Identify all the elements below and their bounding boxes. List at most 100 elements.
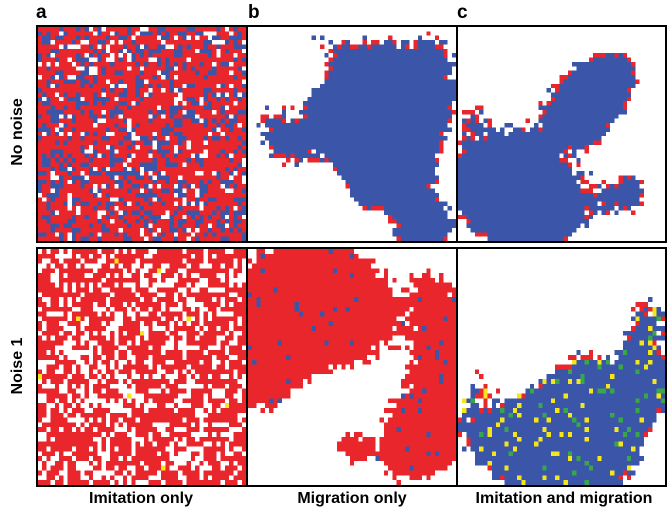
lattice-cell xyxy=(46,127,51,132)
lattice-cell xyxy=(487,219,492,224)
lattice-cell xyxy=(110,79,115,84)
lattice-cell xyxy=(504,227,509,233)
lattice-cell xyxy=(220,197,225,202)
lattice-cell xyxy=(97,149,102,154)
lattice-cell xyxy=(508,184,513,189)
lattice-cell xyxy=(207,61,213,67)
lattice-cell xyxy=(233,236,238,241)
lattice-cell xyxy=(122,258,128,264)
lattice-cell xyxy=(199,40,204,45)
lattice-cell xyxy=(341,70,346,76)
lattice-cell xyxy=(199,253,204,259)
lattice-cell xyxy=(237,287,242,293)
lattice-cell xyxy=(67,188,72,193)
lattice-cell xyxy=(54,66,60,71)
lattice-cell xyxy=(567,210,573,215)
lattice-cell xyxy=(118,184,123,189)
lattice-cell xyxy=(496,136,501,141)
lattice-cell xyxy=(614,66,619,71)
lattice-cell xyxy=(135,253,140,259)
lattice-cell xyxy=(93,127,98,132)
lattice-cell xyxy=(567,179,573,185)
lattice-cell xyxy=(88,192,94,198)
lattice-cell xyxy=(178,227,183,233)
lattice-cell xyxy=(383,162,389,167)
lattice-cell xyxy=(383,127,389,132)
lattice-cell xyxy=(207,83,213,89)
lattice-cell xyxy=(466,201,471,207)
lattice-cell xyxy=(114,127,119,132)
lattice-cell xyxy=(46,184,51,189)
lattice-cell xyxy=(241,232,246,237)
lattice-cell xyxy=(229,131,234,137)
lattice-cell xyxy=(349,92,355,97)
lattice-cell xyxy=(93,140,98,145)
lattice-cell xyxy=(383,44,389,49)
lattice-cell xyxy=(114,292,119,298)
lattice-cell xyxy=(216,136,221,141)
lattice-cell xyxy=(63,153,68,159)
lattice-cell xyxy=(563,158,568,163)
lattice-cell xyxy=(588,118,594,124)
lattice-cell xyxy=(84,219,89,224)
row-label-noise-1: Noise 1 xyxy=(9,337,26,395)
lattice-cell xyxy=(148,118,153,124)
lattice-cell xyxy=(521,232,526,237)
lattice-cell xyxy=(46,158,51,163)
lattice-cell xyxy=(388,188,393,193)
lattice-cell xyxy=(479,227,484,233)
lattice-cell xyxy=(332,123,338,128)
lattice-cell xyxy=(298,149,304,154)
lattice-cell xyxy=(409,175,414,180)
lattice-cell xyxy=(118,171,123,176)
lattice-cell xyxy=(405,192,410,198)
lattice-cell xyxy=(328,70,333,76)
lattice-cell xyxy=(496,223,501,228)
lattice-cell xyxy=(580,114,585,119)
lattice-cell xyxy=(101,88,106,93)
lattice-cell xyxy=(97,287,102,293)
lattice-cell xyxy=(508,149,513,154)
lattice-cell xyxy=(601,66,606,71)
lattice-cell xyxy=(491,162,497,167)
lattice-cell xyxy=(114,88,119,93)
lattice-cell xyxy=(388,158,393,163)
lattice-cell xyxy=(237,101,242,106)
lattice-cell xyxy=(588,127,594,132)
lattice-cell xyxy=(237,144,242,150)
lattice-cell xyxy=(59,66,64,71)
lattice-cell xyxy=(328,61,333,67)
lattice-cell xyxy=(576,96,581,102)
lattice-cell xyxy=(173,27,179,32)
lattice-cell xyxy=(413,101,418,106)
lattice-cell xyxy=(396,96,401,102)
lattice-cell xyxy=(63,27,68,32)
lattice-cell xyxy=(567,219,573,224)
lattice-cell xyxy=(413,57,418,62)
lattice-cell xyxy=(563,105,568,110)
lattice-cell xyxy=(572,101,577,106)
lattice-cell xyxy=(50,114,55,119)
lattice-cell xyxy=(76,232,81,237)
lattice-cell xyxy=(105,101,111,106)
lattice-cell xyxy=(76,96,81,102)
lattice-cell xyxy=(127,131,132,137)
lattice-cell xyxy=(97,201,102,207)
lattice-cell xyxy=(434,210,440,215)
lattice-cell xyxy=(71,109,77,115)
lattice-cell xyxy=(405,219,410,224)
lattice-cell xyxy=(88,61,94,67)
lattice-cell xyxy=(216,44,221,49)
lattice-cell xyxy=(474,210,480,215)
lattice-cell xyxy=(479,192,484,198)
lattice-cell xyxy=(178,140,183,145)
lattice-cell xyxy=(54,35,60,41)
lattice-cell xyxy=(50,31,55,36)
lattice-cell xyxy=(409,92,414,97)
lattice-cell xyxy=(320,140,325,145)
lattice-cell xyxy=(388,214,393,220)
lattice-cell xyxy=(443,201,448,207)
lattice-cell xyxy=(341,162,346,167)
lattice-cell xyxy=(203,273,208,278)
lattice-cell xyxy=(173,70,179,76)
